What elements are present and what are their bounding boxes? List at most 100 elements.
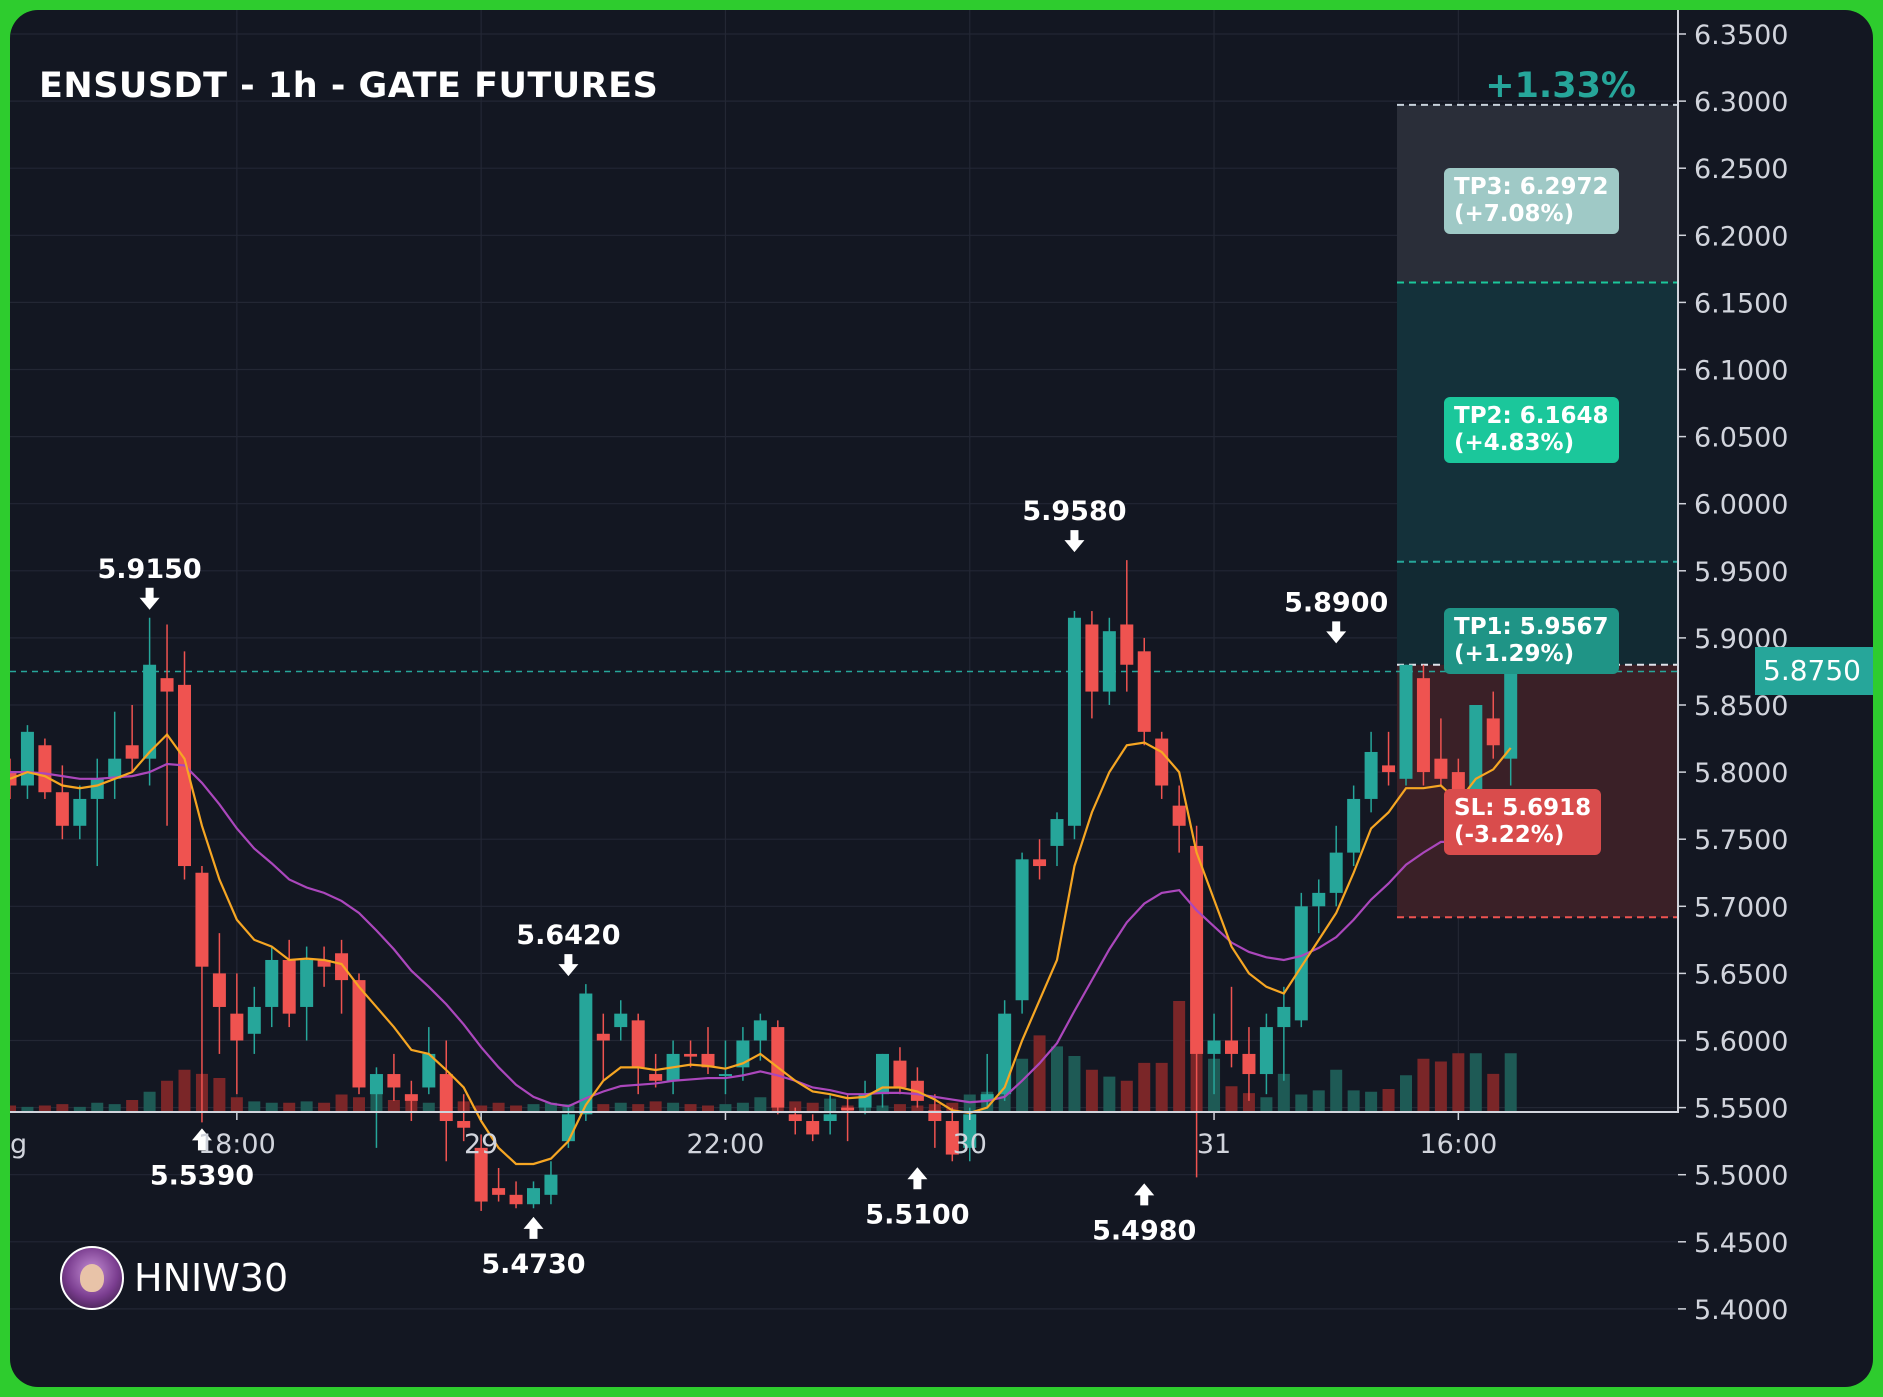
candle-body bbox=[492, 1188, 506, 1195]
candle-body bbox=[317, 959, 331, 967]
candle-body bbox=[1207, 1040, 1221, 1054]
candle-body bbox=[998, 1013, 1012, 1095]
candle-body bbox=[1364, 751, 1378, 799]
candle-body bbox=[1399, 664, 1413, 779]
candle bbox=[1312, 879, 1326, 934]
volume-bar bbox=[1295, 1094, 1308, 1111]
volume-bar bbox=[178, 1069, 191, 1111]
y-tick-label: 5.4500 bbox=[1694, 1228, 1788, 1259]
candle-body bbox=[1137, 651, 1151, 732]
y-tick-label: 6.1500 bbox=[1694, 288, 1788, 319]
candle-body bbox=[1067, 617, 1081, 826]
pivot-annotation: 5.5390 bbox=[150, 1128, 254, 1191]
candle bbox=[1434, 718, 1448, 786]
candle-body bbox=[247, 1006, 261, 1034]
candle bbox=[893, 1047, 907, 1095]
candle bbox=[841, 1094, 855, 1142]
candle bbox=[439, 1040, 453, 1162]
x-tick-label: 16:00 bbox=[1419, 1129, 1497, 1160]
candle bbox=[998, 1000, 1012, 1101]
candle bbox=[1277, 986, 1291, 1081]
candle bbox=[980, 1053, 994, 1108]
volume-bar bbox=[789, 1101, 802, 1111]
candle bbox=[736, 1027, 750, 1081]
candle bbox=[823, 1094, 837, 1135]
candle-body bbox=[73, 798, 87, 826]
volume-bar bbox=[1312, 1090, 1325, 1111]
candle bbox=[1294, 892, 1308, 1028]
volume-bar bbox=[1417, 1058, 1430, 1111]
volume-bar bbox=[754, 1097, 767, 1111]
y-tick-label: 6.3000 bbox=[1694, 87, 1788, 118]
candle-body bbox=[841, 1107, 855, 1111]
candle-body bbox=[1294, 906, 1308, 1021]
y-tick-label: 5.6000 bbox=[1694, 1027, 1788, 1058]
candle bbox=[1085, 611, 1099, 719]
volume-bar bbox=[1173, 1001, 1186, 1111]
candles bbox=[10, 560, 1518, 1211]
candle-body bbox=[20, 731, 34, 786]
candle bbox=[282, 939, 296, 1028]
candle bbox=[928, 1094, 942, 1148]
volume-bar bbox=[667, 1102, 680, 1111]
candle-body bbox=[684, 1053, 698, 1057]
x-tick-label: 18:00 bbox=[198, 1129, 276, 1160]
volume-bar bbox=[318, 1102, 331, 1111]
candle bbox=[1504, 671, 1518, 786]
volume-bar bbox=[876, 1105, 889, 1111]
candle bbox=[55, 765, 69, 840]
candle bbox=[317, 946, 331, 987]
volume-bar bbox=[1452, 1053, 1465, 1111]
candle-body bbox=[422, 1053, 436, 1088]
candle-body bbox=[527, 1188, 540, 1205]
candle bbox=[1137, 637, 1151, 746]
candle bbox=[1242, 1027, 1256, 1101]
candle bbox=[631, 1013, 645, 1095]
candle-body bbox=[160, 678, 174, 692]
arrow-up-icon bbox=[191, 1128, 212, 1151]
candle bbox=[806, 1114, 820, 1142]
candle bbox=[230, 973, 244, 1095]
volume-bars bbox=[10, 1001, 1517, 1111]
candle bbox=[1364, 731, 1378, 813]
volume-bar bbox=[1504, 1053, 1517, 1111]
candle-body bbox=[806, 1121, 820, 1135]
volume-bar bbox=[300, 1101, 313, 1111]
volume-bar bbox=[248, 1101, 261, 1111]
y-tick-label: 5.7000 bbox=[1694, 892, 1788, 923]
volume-bar bbox=[649, 1101, 662, 1111]
volume-bar bbox=[38, 1105, 51, 1111]
candle-body bbox=[1277, 1006, 1291, 1028]
volume-bar bbox=[56, 1104, 69, 1111]
x-tick-label: g bbox=[10, 1129, 27, 1160]
candle-body bbox=[178, 684, 191, 867]
y-tick-label: 5.9500 bbox=[1694, 557, 1788, 588]
volume-bar bbox=[632, 1104, 645, 1111]
y-tick-label: 6.3500 bbox=[1694, 20, 1788, 51]
current-price-tag: 5.8750 bbox=[1755, 647, 1873, 696]
candle bbox=[945, 1107, 959, 1162]
volume-bar bbox=[702, 1105, 714, 1111]
candle bbox=[38, 738, 52, 799]
candle-body bbox=[1120, 624, 1134, 665]
y-axis-labels: 6.3500 6.3000 6.2500 6.2000 6.1500 6.1000 6.05… bbox=[1678, 20, 1788, 1326]
volume-bar bbox=[946, 1102, 959, 1111]
volume-bar bbox=[1347, 1090, 1360, 1111]
y-tick-label: 6.2000 bbox=[1694, 221, 1788, 252]
pivot-label: 5.5390 bbox=[150, 1160, 254, 1191]
candle-body bbox=[753, 1020, 767, 1041]
candle bbox=[1347, 785, 1361, 867]
candle bbox=[544, 1161, 558, 1205]
candle-body bbox=[1259, 1027, 1273, 1075]
candle-body bbox=[1347, 798, 1361, 853]
arrow-down-icon bbox=[1326, 621, 1347, 644]
candle bbox=[90, 758, 104, 867]
pivot-label: 5.9580 bbox=[1022, 496, 1126, 527]
volume-bar bbox=[562, 1104, 575, 1111]
candle-body bbox=[928, 1110, 942, 1122]
arrow-down-icon bbox=[139, 587, 160, 610]
candle bbox=[1155, 731, 1169, 799]
volume-bar bbox=[1400, 1075, 1412, 1111]
candle-body bbox=[212, 973, 226, 1007]
volume-bar bbox=[1277, 1073, 1290, 1111]
